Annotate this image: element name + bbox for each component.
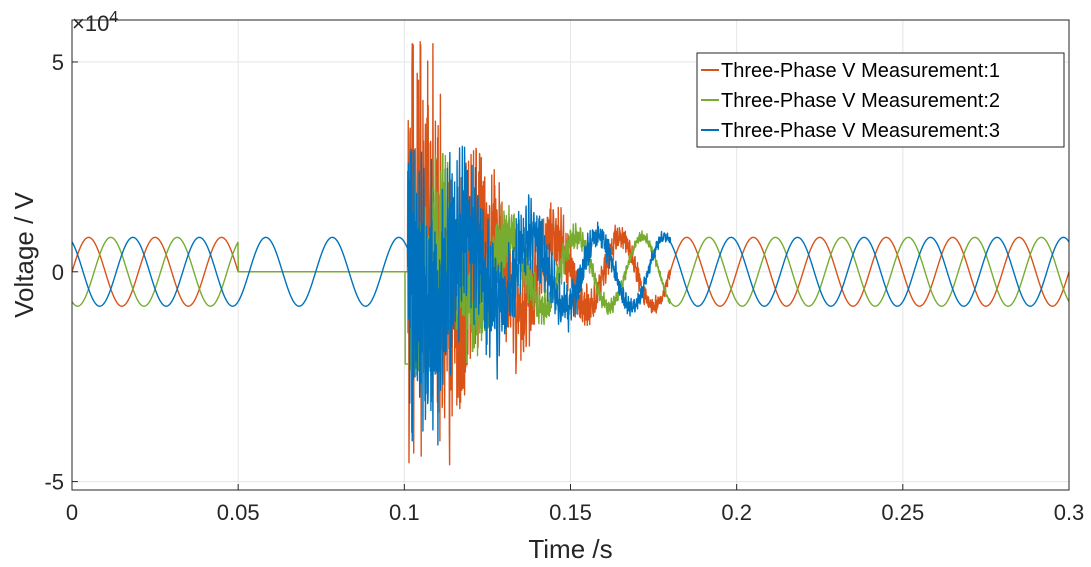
y-tick-label-2: 5 bbox=[52, 50, 64, 75]
legend-label-3: Three-Phase V Measurement:3 bbox=[721, 120, 1000, 142]
legend-label-1: Three-Phase V Measurement:1 bbox=[721, 60, 1000, 82]
y-tick-label-1: 0 bbox=[52, 260, 64, 285]
x-axis-title: Time /s bbox=[528, 534, 612, 564]
x-tick-label-1: 0.05 bbox=[217, 500, 260, 525]
y-axis-title: Voltage / V bbox=[9, 191, 39, 317]
y-tick-label-0: -5 bbox=[44, 470, 64, 495]
legend: Three-Phase V Measurement:1 Three-Phase V… bbox=[696, 52, 1065, 148]
legend-label-2: Three-Phase V Measurement:2 bbox=[721, 90, 1000, 112]
axis-ticks bbox=[71, 61, 1070, 490]
series-line-3 bbox=[71, 145, 1070, 446]
series-lines bbox=[71, 41, 1070, 466]
series-line-2 bbox=[71, 154, 1070, 374]
x-tick-label-4: 0.2 bbox=[721, 500, 752, 525]
x-tick-label-0: 0 bbox=[66, 500, 78, 525]
x-tick-label-6: 0.3 bbox=[1054, 500, 1085, 525]
y-exponent-label: ×104 bbox=[72, 9, 118, 36]
x-tick-label-3: 0.15 bbox=[549, 500, 592, 525]
x-tick-label-5: 0.25 bbox=[881, 500, 924, 525]
legend-box bbox=[696, 52, 1065, 148]
x-tick-label-2: 0.1 bbox=[389, 500, 420, 525]
